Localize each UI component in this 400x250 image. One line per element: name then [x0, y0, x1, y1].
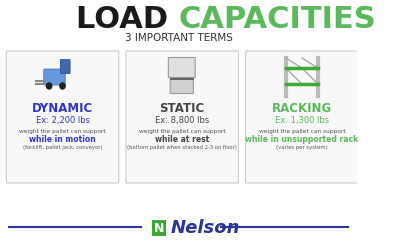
Text: weight the pallet can support: weight the pallet can support — [258, 130, 345, 134]
Text: DYNAMIC: DYNAMIC — [32, 102, 93, 116]
FancyBboxPatch shape — [168, 58, 195, 78]
Text: Ex: 2,200 lbs: Ex: 2,200 lbs — [36, 116, 90, 124]
FancyBboxPatch shape — [44, 69, 65, 85]
Text: weight the pallet can support: weight the pallet can support — [139, 130, 226, 134]
FancyBboxPatch shape — [246, 51, 358, 183]
Text: while in unsupported rack: while in unsupported rack — [245, 136, 358, 144]
Text: (bottom pallet when stacked 2-3 on floor): (bottom pallet when stacked 2-3 on floor… — [127, 146, 237, 150]
Text: Ex: 8,800 lbs: Ex: 8,800 lbs — [155, 116, 209, 124]
Circle shape — [46, 83, 52, 89]
Text: weight the pallet can support: weight the pallet can support — [19, 130, 106, 134]
Text: while at rest: while at rest — [155, 136, 209, 144]
Circle shape — [60, 83, 65, 89]
Text: RACKING: RACKING — [272, 102, 332, 116]
FancyBboxPatch shape — [126, 51, 238, 183]
Text: (forklift, pallet jack, conveyor): (forklift, pallet jack, conveyor) — [23, 146, 102, 150]
Text: (varies per system): (varies per system) — [276, 146, 328, 150]
Text: N: N — [154, 222, 164, 234]
FancyBboxPatch shape — [6, 51, 119, 183]
FancyBboxPatch shape — [152, 220, 166, 236]
Text: STATIC: STATIC — [160, 102, 205, 116]
Text: 3 IMPORTANT TERMS: 3 IMPORTANT TERMS — [125, 33, 232, 43]
Text: CAPACITIES: CAPACITIES — [179, 6, 376, 34]
Text: LOAD: LOAD — [76, 6, 179, 34]
FancyBboxPatch shape — [170, 78, 193, 94]
Text: Nelson: Nelson — [170, 219, 240, 237]
Text: while in motion: while in motion — [29, 136, 96, 144]
FancyBboxPatch shape — [60, 60, 70, 74]
Text: Ex: 1,300 lbs: Ex: 1,300 lbs — [275, 116, 329, 124]
